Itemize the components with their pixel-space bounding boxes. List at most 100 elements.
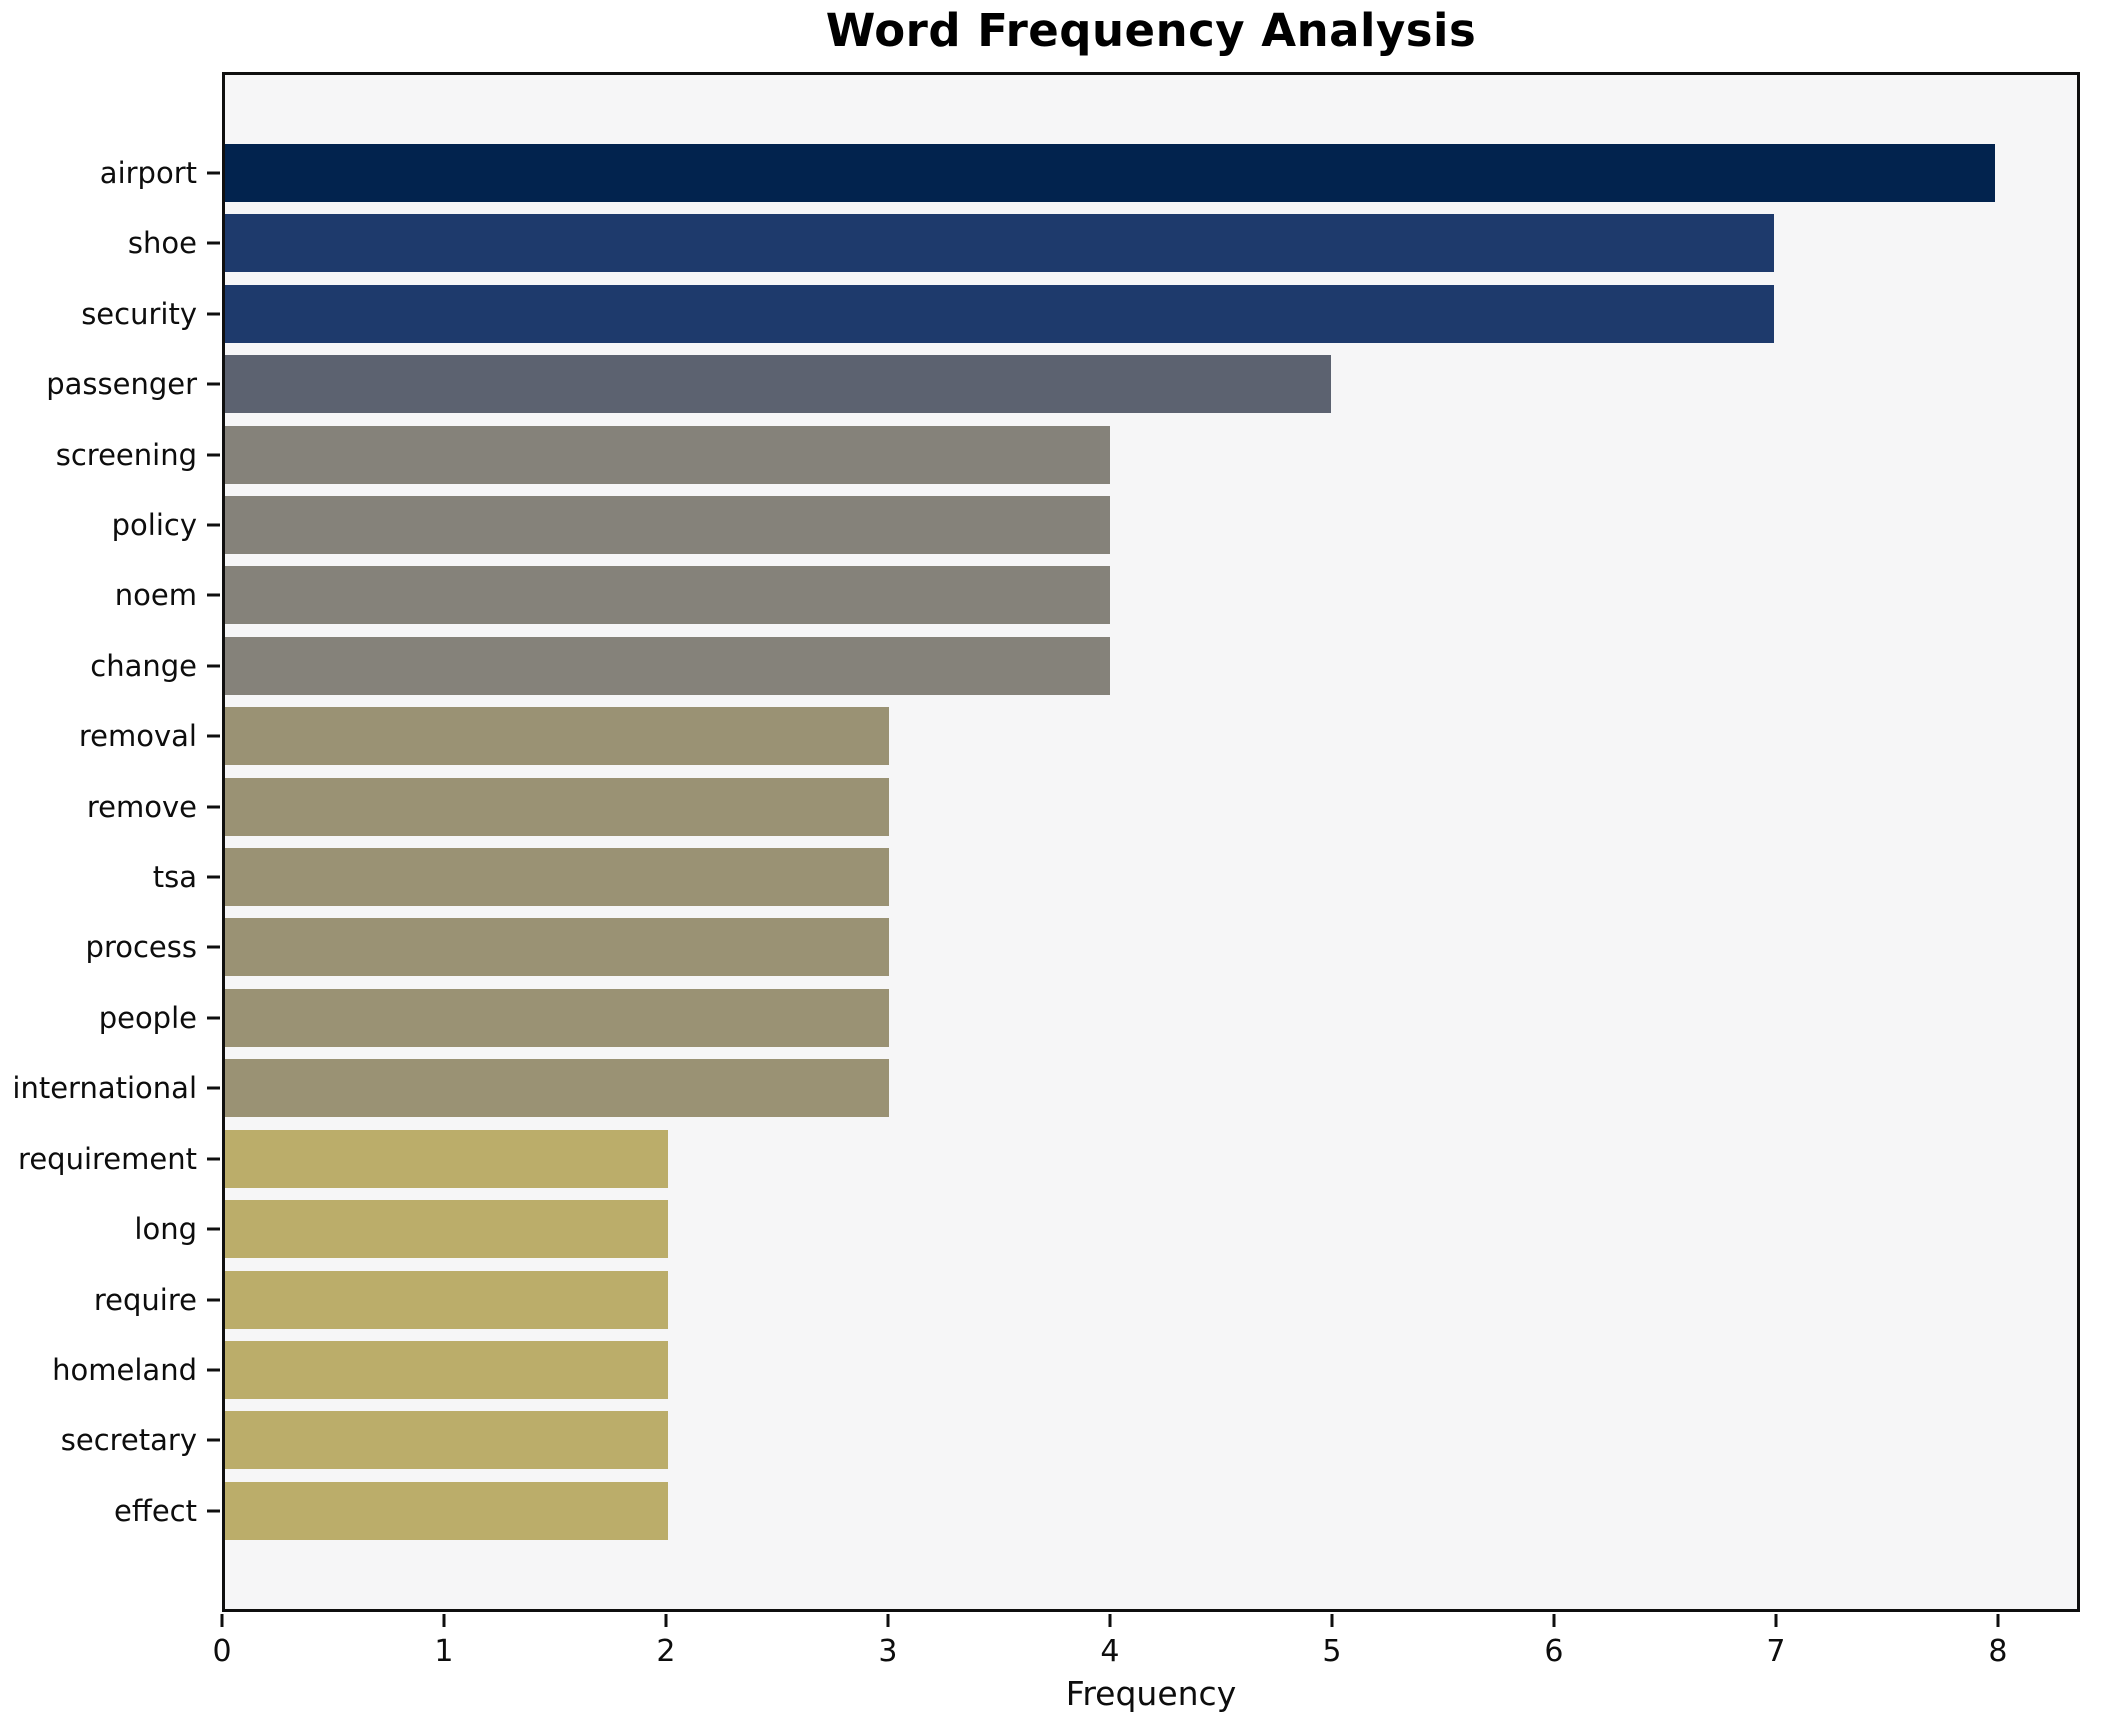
y-tick-mark-policy	[207, 523, 220, 527]
bar-row-airport: airport	[100, 144, 2077, 202]
bar-policy	[225, 496, 1111, 555]
bar-removal	[225, 707, 889, 766]
bars-container: airport shoe security passenger screening pol…	[12, 75, 2077, 1609]
x-tick-label-5: 5	[1322, 1634, 1342, 1669]
y-tick-label-passenger: passenger	[46, 367, 197, 402]
y-tick-mark-screening	[207, 453, 220, 457]
bar-remove	[225, 777, 889, 836]
x-tick-label-2: 2	[656, 1634, 676, 1669]
y-tick-mark-international	[207, 1086, 220, 1090]
x-tick-mark-7	[1774, 1614, 1778, 1627]
bar-screening	[225, 425, 1111, 484]
bar-process	[225, 918, 889, 977]
x-axis-title: Frequency	[1065, 1674, 1237, 1713]
bar-row-effect: effect	[114, 1481, 2077, 1540]
y-tick-mark-tsa	[207, 875, 220, 879]
bar-row-security: security	[81, 284, 2077, 343]
bar-row-process: process	[86, 918, 2077, 977]
bar-row-shoe: shoe	[128, 214, 2077, 273]
y-tick-label-long: long	[134, 1212, 197, 1247]
bar-row-noem: noem	[115, 566, 2077, 625]
y-tick-label-security: security	[81, 296, 197, 331]
bar-row-change: change	[90, 636, 2077, 695]
y-tick-label-policy: policy	[111, 508, 197, 543]
bar-row-screening: screening	[56, 425, 2077, 484]
y-tick-label-people: people	[98, 1000, 197, 1035]
x-tick-mark-3	[886, 1614, 890, 1627]
y-tick-label-requirement: requirement	[18, 1141, 197, 1176]
bar-row-requirement: requirement	[18, 1129, 2077, 1188]
x-tick-mark-4	[1108, 1614, 1112, 1627]
y-tick-label-process: process	[85, 930, 197, 965]
y-tick-mark-require	[207, 1298, 220, 1301]
bar-row-tsa: tsa	[153, 848, 2077, 907]
y-tick-label-screening: screening	[55, 437, 197, 472]
x-tick-label-7: 7	[1766, 1634, 1786, 1669]
y-tick-mark-removal	[207, 734, 220, 738]
y-tick-mark-shoe	[207, 241, 220, 245]
bar-effect	[225, 1481, 668, 1540]
y-tick-label-change: change	[90, 648, 197, 683]
y-tick-label-tsa: tsa	[152, 860, 197, 895]
y-tick-label-noem: noem	[114, 578, 197, 613]
x-tick-mark-5	[1330, 1614, 1334, 1627]
bar-airport	[225, 144, 1996, 202]
bar-international	[225, 1059, 889, 1118]
y-tick-label-homeland: homeland	[52, 1352, 197, 1387]
x-tick-label-1: 1	[434, 1634, 454, 1669]
bar-long	[225, 1200, 668, 1259]
bar-row-long: long	[134, 1200, 2077, 1259]
x-tick-mark-6	[1552, 1614, 1556, 1627]
y-tick-label-removal: removal	[78, 719, 197, 754]
bar-people	[225, 988, 889, 1047]
x-tick-label-8: 8	[1988, 1634, 2008, 1669]
y-tick-mark-passenger	[207, 382, 220, 386]
bar-security	[225, 284, 1774, 343]
y-tick-label-remove: remove	[86, 789, 197, 824]
y-tick-mark-long	[207, 1227, 220, 1231]
y-tick-mark-process	[207, 945, 220, 949]
y-tick-mark-secretary	[207, 1438, 220, 1442]
x-axis: Frequency 0 1 2 3 4 5 6 7 8	[212, 1612, 2080, 1722]
y-tick-mark-effect	[207, 1509, 220, 1513]
y-tick-label-international: international	[12, 1071, 197, 1106]
bar-row-policy: policy	[112, 496, 2077, 555]
y-tick-label-shoe: shoe	[127, 226, 197, 261]
x-tick-mark-8	[1996, 1614, 2000, 1627]
x-tick-mark-0	[220, 1614, 224, 1627]
x-tick-label-3: 3	[878, 1634, 898, 1669]
bar-passenger	[225, 355, 1332, 414]
y-tick-label-effect: effect	[114, 1493, 197, 1528]
bar-noem	[225, 566, 1111, 625]
plot-area: airport shoe security passenger screening pol…	[12, 72, 2080, 1612]
bar-row-removal: removal	[79, 707, 2077, 766]
bar-change	[225, 636, 1111, 695]
y-tick-mark-change	[207, 664, 220, 668]
chart-title: Word Frequency Analysis	[825, 4, 1477, 57]
bar-require	[225, 1270, 668, 1329]
bar-homeland	[225, 1340, 668, 1399]
x-tick-label-6: 6	[1544, 1634, 1564, 1669]
y-tick-mark-airport	[207, 171, 220, 175]
y-tick-label-secretary: secretary	[60, 1423, 197, 1458]
bar-row-require: require	[94, 1270, 2077, 1329]
bar-row-people: people	[99, 988, 2077, 1047]
x-tick-mark-1	[442, 1614, 446, 1627]
y-tick-mark-security	[207, 312, 220, 316]
x-tick-label-4: 4	[1100, 1634, 1120, 1669]
bar-row-international: international	[12, 1059, 2077, 1118]
x-tick-label-0: 0	[212, 1634, 232, 1669]
y-tick-label-airport: airport	[99, 156, 197, 190]
y-tick-mark-homeland	[207, 1368, 220, 1372]
y-tick-mark-remove	[207, 805, 220, 809]
bar-shoe	[225, 214, 1774, 273]
y-tick-label-require: require	[93, 1282, 197, 1317]
bar-row-homeland: homeland	[52, 1340, 2077, 1399]
bar-row-remove: remove	[87, 777, 2077, 836]
y-tick-mark-noem	[207, 593, 220, 597]
x-tick-mark-2	[664, 1614, 668, 1627]
bar-row-secretary: secretary	[61, 1411, 2077, 1470]
bar-row-passenger: passenger	[46, 355, 2077, 414]
bar-tsa	[225, 848, 889, 907]
